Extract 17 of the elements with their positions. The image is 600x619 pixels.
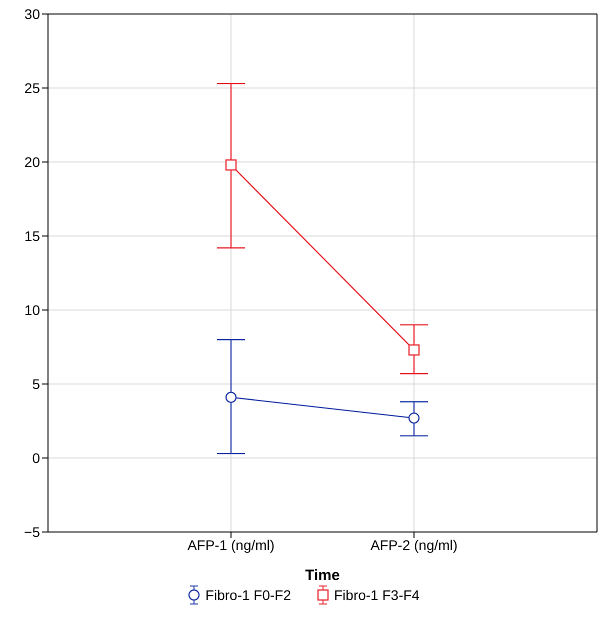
- y-tick-label: 30: [24, 6, 40, 22]
- y-tick-label: 15: [24, 228, 40, 244]
- y-tick-label: 20: [24, 154, 40, 170]
- y-tick-label: −5: [24, 524, 40, 540]
- y-tick-label: 0: [32, 450, 40, 466]
- legend-label: Fibro-1 F3-F4: [334, 587, 420, 603]
- point: [225, 392, 237, 403]
- legend-label: Fibro-1 F0-F2: [205, 587, 291, 603]
- x-tick-label: AFP-1 (ng/ml): [187, 536, 275, 553]
- x-axis-title: Time: [305, 567, 340, 584]
- point: [408, 412, 420, 424]
- point: [225, 159, 237, 171]
- y-tick-label: 10: [24, 302, 40, 318]
- x-tick-label: AFP-2 (ng/ml): [370, 536, 458, 553]
- point: [408, 344, 420, 356]
- y-tick-label: 25: [24, 80, 40, 96]
- y-tick-label: 5: [32, 376, 40, 392]
